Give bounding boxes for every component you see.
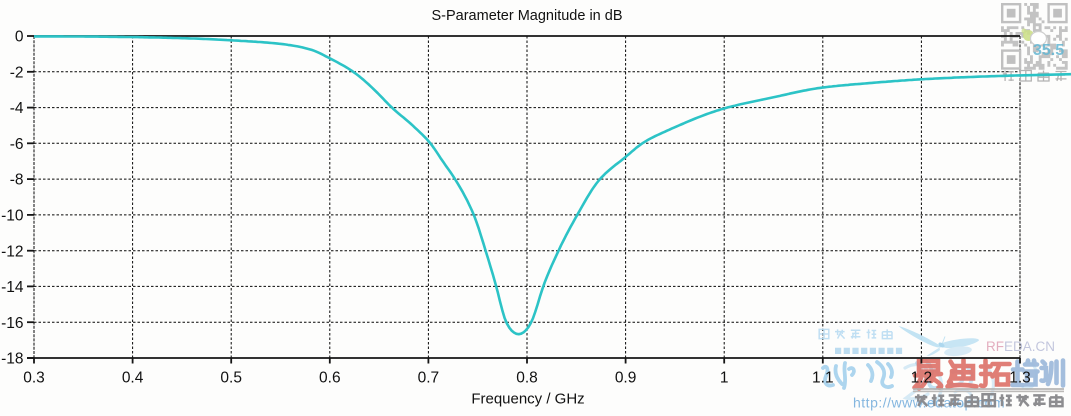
- svg-text:35.5: 35.5: [1033, 42, 1064, 59]
- svg-text:S-Parameter Magnitude in dB: S-Parameter Magnitude in dB: [431, 8, 622, 24]
- svg-text:-12: -12: [1, 243, 23, 260]
- svg-text:0: 0: [15, 29, 24, 46]
- svg-text:-18: -18: [1, 351, 23, 368]
- svg-text:0.8: 0.8: [516, 370, 538, 387]
- svg-text:0.3: 0.3: [23, 370, 45, 387]
- svg-text:Frequency / GHz: Frequency / GHz: [471, 391, 584, 408]
- svg-text:-8: -8: [10, 172, 24, 189]
- svg-text:1.1: 1.1: [812, 370, 834, 387]
- svg-text:0.7: 0.7: [418, 370, 440, 387]
- svg-text:1.2: 1.2: [911, 370, 933, 387]
- svg-text:0.4: 0.4: [122, 370, 144, 387]
- svg-text:-14: -14: [1, 279, 24, 296]
- svg-text:0.6: 0.6: [319, 370, 341, 387]
- svg-text:RFEDA.CN: RFEDA.CN: [986, 339, 1055, 354]
- svg-text:-4: -4: [10, 100, 24, 117]
- svg-text:-2: -2: [10, 64, 24, 81]
- svg-text:1: 1: [720, 370, 729, 387]
- svg-text:0.9: 0.9: [615, 370, 637, 387]
- svg-text:-10: -10: [1, 208, 24, 225]
- svg-text:1.3: 1.3: [1009, 370, 1031, 387]
- svg-text:-6: -6: [10, 136, 24, 153]
- svg-text:-16: -16: [1, 315, 23, 332]
- svg-text:0.5: 0.5: [220, 370, 242, 387]
